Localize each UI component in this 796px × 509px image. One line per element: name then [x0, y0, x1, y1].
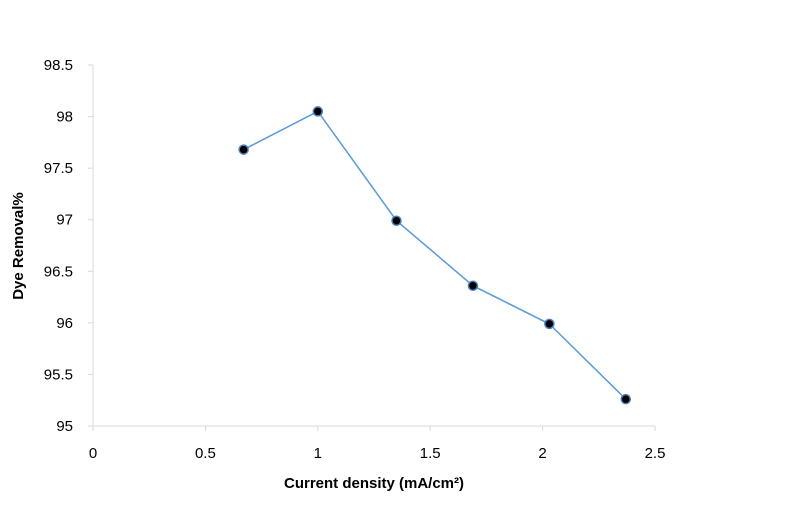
data-point — [391, 215, 402, 226]
y-axis-title: Dye Removal% — [10, 192, 27, 300]
y-axis-ticks: 95 95.5 96 96.5 97 97.5 98 98.5 — [44, 57, 93, 435]
data-point — [544, 318, 555, 330]
x-tick-label: 2.5 — [645, 445, 666, 462]
data-point — [620, 393, 632, 405]
x-tick-label: 0.5 — [195, 445, 216, 462]
y-tick-label: 96.5 — [44, 263, 73, 280]
y-tick-label: 98 — [56, 109, 73, 126]
series-line — [243, 110, 627, 400]
x-axis-ticks: 0 0.5 1 1.5 2 2.5 — [89, 426, 666, 462]
plot-area: 95 95.5 96 96.5 97 97.5 98 98.5 0 0.5 1 1.5 2 2.5 — [44, 57, 666, 462]
y-tick-label: 96 — [56, 315, 73, 332]
y-tick-label: 95 — [56, 418, 73, 435]
x-tick-label: 1 — [314, 445, 322, 462]
y-tick-label: 97 — [56, 212, 73, 229]
x-tick-label: 2 — [538, 445, 546, 462]
data-point — [467, 280, 479, 291]
x-tick-label: 1.5 — [420, 445, 441, 462]
y-tick-label: 97.5 — [44, 160, 73, 177]
data-point — [312, 106, 324, 117]
y-tick-label: 98.5 — [44, 57, 73, 74]
x-tick-label: 0 — [89, 445, 97, 462]
data-point — [238, 144, 249, 155]
x-axis-title: Current density (mA/cm²) — [284, 475, 464, 492]
y-tick-label: 95.5 — [44, 366, 73, 383]
data-series — [238, 106, 632, 405]
